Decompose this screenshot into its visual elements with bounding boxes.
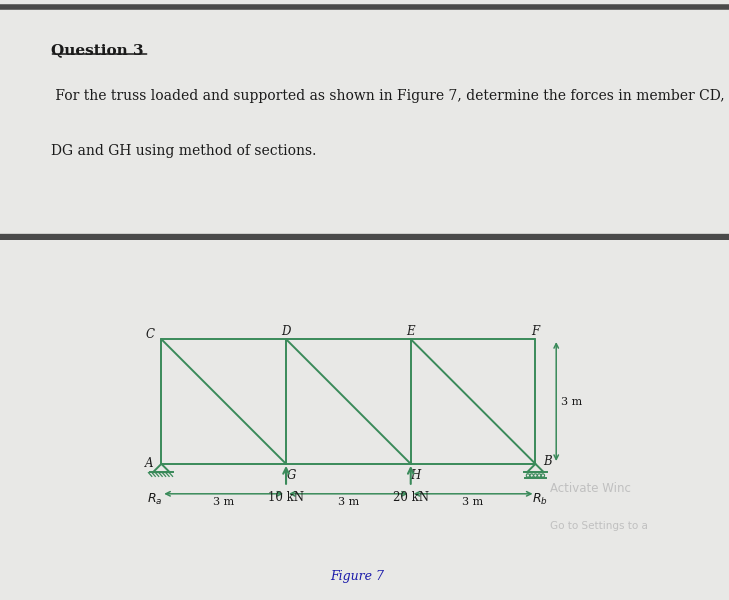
Text: D: D xyxy=(281,325,291,338)
Text: 20 kN: 20 kN xyxy=(393,491,429,504)
Text: 3 m: 3 m xyxy=(561,397,582,407)
Text: Figure 7: Figure 7 xyxy=(330,570,384,583)
Text: Go to Settings to a: Go to Settings to a xyxy=(550,521,648,531)
Text: $R_a$: $R_a$ xyxy=(147,492,163,507)
Text: F: F xyxy=(531,325,539,338)
Text: G: G xyxy=(286,469,296,482)
Text: A: A xyxy=(144,457,153,470)
Text: 3 m: 3 m xyxy=(213,497,234,507)
Text: H: H xyxy=(410,469,421,482)
Text: E: E xyxy=(407,325,415,338)
Text: 10 kN: 10 kN xyxy=(268,491,304,504)
Text: Question 3: Question 3 xyxy=(51,43,144,57)
Text: 3 m: 3 m xyxy=(338,497,359,507)
Text: 3 m: 3 m xyxy=(462,497,484,507)
Text: $R_b$: $R_b$ xyxy=(531,492,547,507)
Text: For the truss loaded and supported as shown in Figure 7, determine the forces in: For the truss loaded and supported as sh… xyxy=(51,89,725,103)
Text: DG and GH using method of sections.: DG and GH using method of sections. xyxy=(51,144,316,158)
Text: C: C xyxy=(145,328,155,341)
Text: Activate Winc: Activate Winc xyxy=(550,482,631,495)
Text: B: B xyxy=(543,455,551,469)
